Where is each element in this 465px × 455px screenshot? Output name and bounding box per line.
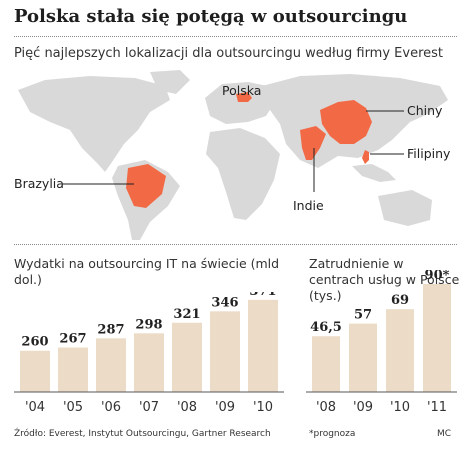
bar <box>386 309 414 392</box>
bar <box>134 333 164 392</box>
bar <box>423 284 451 392</box>
label-filipiny: Filipiny <box>407 146 451 161</box>
land-greenland <box>150 70 190 94</box>
title-divider <box>14 36 457 37</box>
country-chiny <box>320 100 372 144</box>
credit: MC <box>437 429 452 439</box>
land-australia <box>378 190 432 226</box>
map-labels: Polska Chiny Filipiny Indie Brazylia <box>14 83 451 213</box>
bar <box>172 322 202 392</box>
land-europe <box>205 82 276 124</box>
category-label: '09 <box>353 400 373 415</box>
bar <box>96 338 126 392</box>
callout-lines <box>62 110 404 192</box>
bar <box>210 311 240 392</box>
country-brazylia <box>126 164 166 208</box>
category-label: '10 <box>253 400 273 415</box>
country-polska <box>236 92 252 102</box>
country-indie <box>300 126 326 160</box>
country-filipiny <box>362 150 369 164</box>
value-label: 69 <box>391 293 409 308</box>
bar <box>248 299 278 392</box>
land-southeast-asia <box>352 164 396 182</box>
category-label: '05 <box>63 400 83 415</box>
page-title: Polska stała się potęgą w outsourcingu <box>14 6 408 27</box>
category-label: '10 <box>390 400 410 415</box>
bar <box>349 323 377 392</box>
label-indie: Indie <box>293 198 324 213</box>
value-label: 267 <box>59 332 86 347</box>
category-label: '04 <box>25 400 45 415</box>
label-brazylia: Brazylia <box>14 176 64 191</box>
source-note: Źródło: Everest, Instytut Outsourcingu, … <box>14 429 271 439</box>
category-label: '09 <box>215 400 235 415</box>
value-label: 287 <box>97 322 124 337</box>
value-label: 371 <box>249 292 276 299</box>
land-africa <box>206 128 280 220</box>
value-label: 298 <box>135 317 162 332</box>
land-north-america <box>18 76 170 172</box>
chart-employment: 46,5 '08 57 '09 69 '10 90* '11 <box>306 270 457 415</box>
label-chiny: Chiny <box>407 103 443 118</box>
value-label: 321 <box>173 307 200 322</box>
bar <box>312 336 340 392</box>
value-label: 346 <box>211 295 238 310</box>
chart-it-title: Wydatki na outsourcing IT na świecie (ml… <box>14 256 280 287</box>
label-polska: Polska <box>222 83 261 98</box>
chart-employment-title: Zatrudnienie w centrach usług w Polsce (… <box>309 256 460 303</box>
category-label: '11 <box>427 400 447 415</box>
value-label: 90* <box>425 270 450 283</box>
highlighted-countries <box>126 92 372 208</box>
value-label: 46,5 <box>310 320 342 335</box>
bar <box>58 347 88 392</box>
chart-it-spending: 260 '04 267 '05 287 '06 298 '07 321 '08 346 '09 371 '… <box>14 292 284 415</box>
page-subtitle: Pięć najlepszych lokalizacji dla outsour… <box>14 46 444 61</box>
value-label: 260 <box>21 335 48 350</box>
map-divider <box>14 244 457 245</box>
category-label: '06 <box>101 400 121 415</box>
bar <box>20 350 50 392</box>
value-label: 57 <box>354 308 372 323</box>
category-label: '08 <box>316 400 336 415</box>
forecast-note: *prognoza <box>309 429 356 439</box>
category-label: '07 <box>139 400 159 415</box>
category-label: '08 <box>177 400 197 415</box>
world-map: Polska Chiny Filipiny Indie Brazylia <box>14 70 451 240</box>
